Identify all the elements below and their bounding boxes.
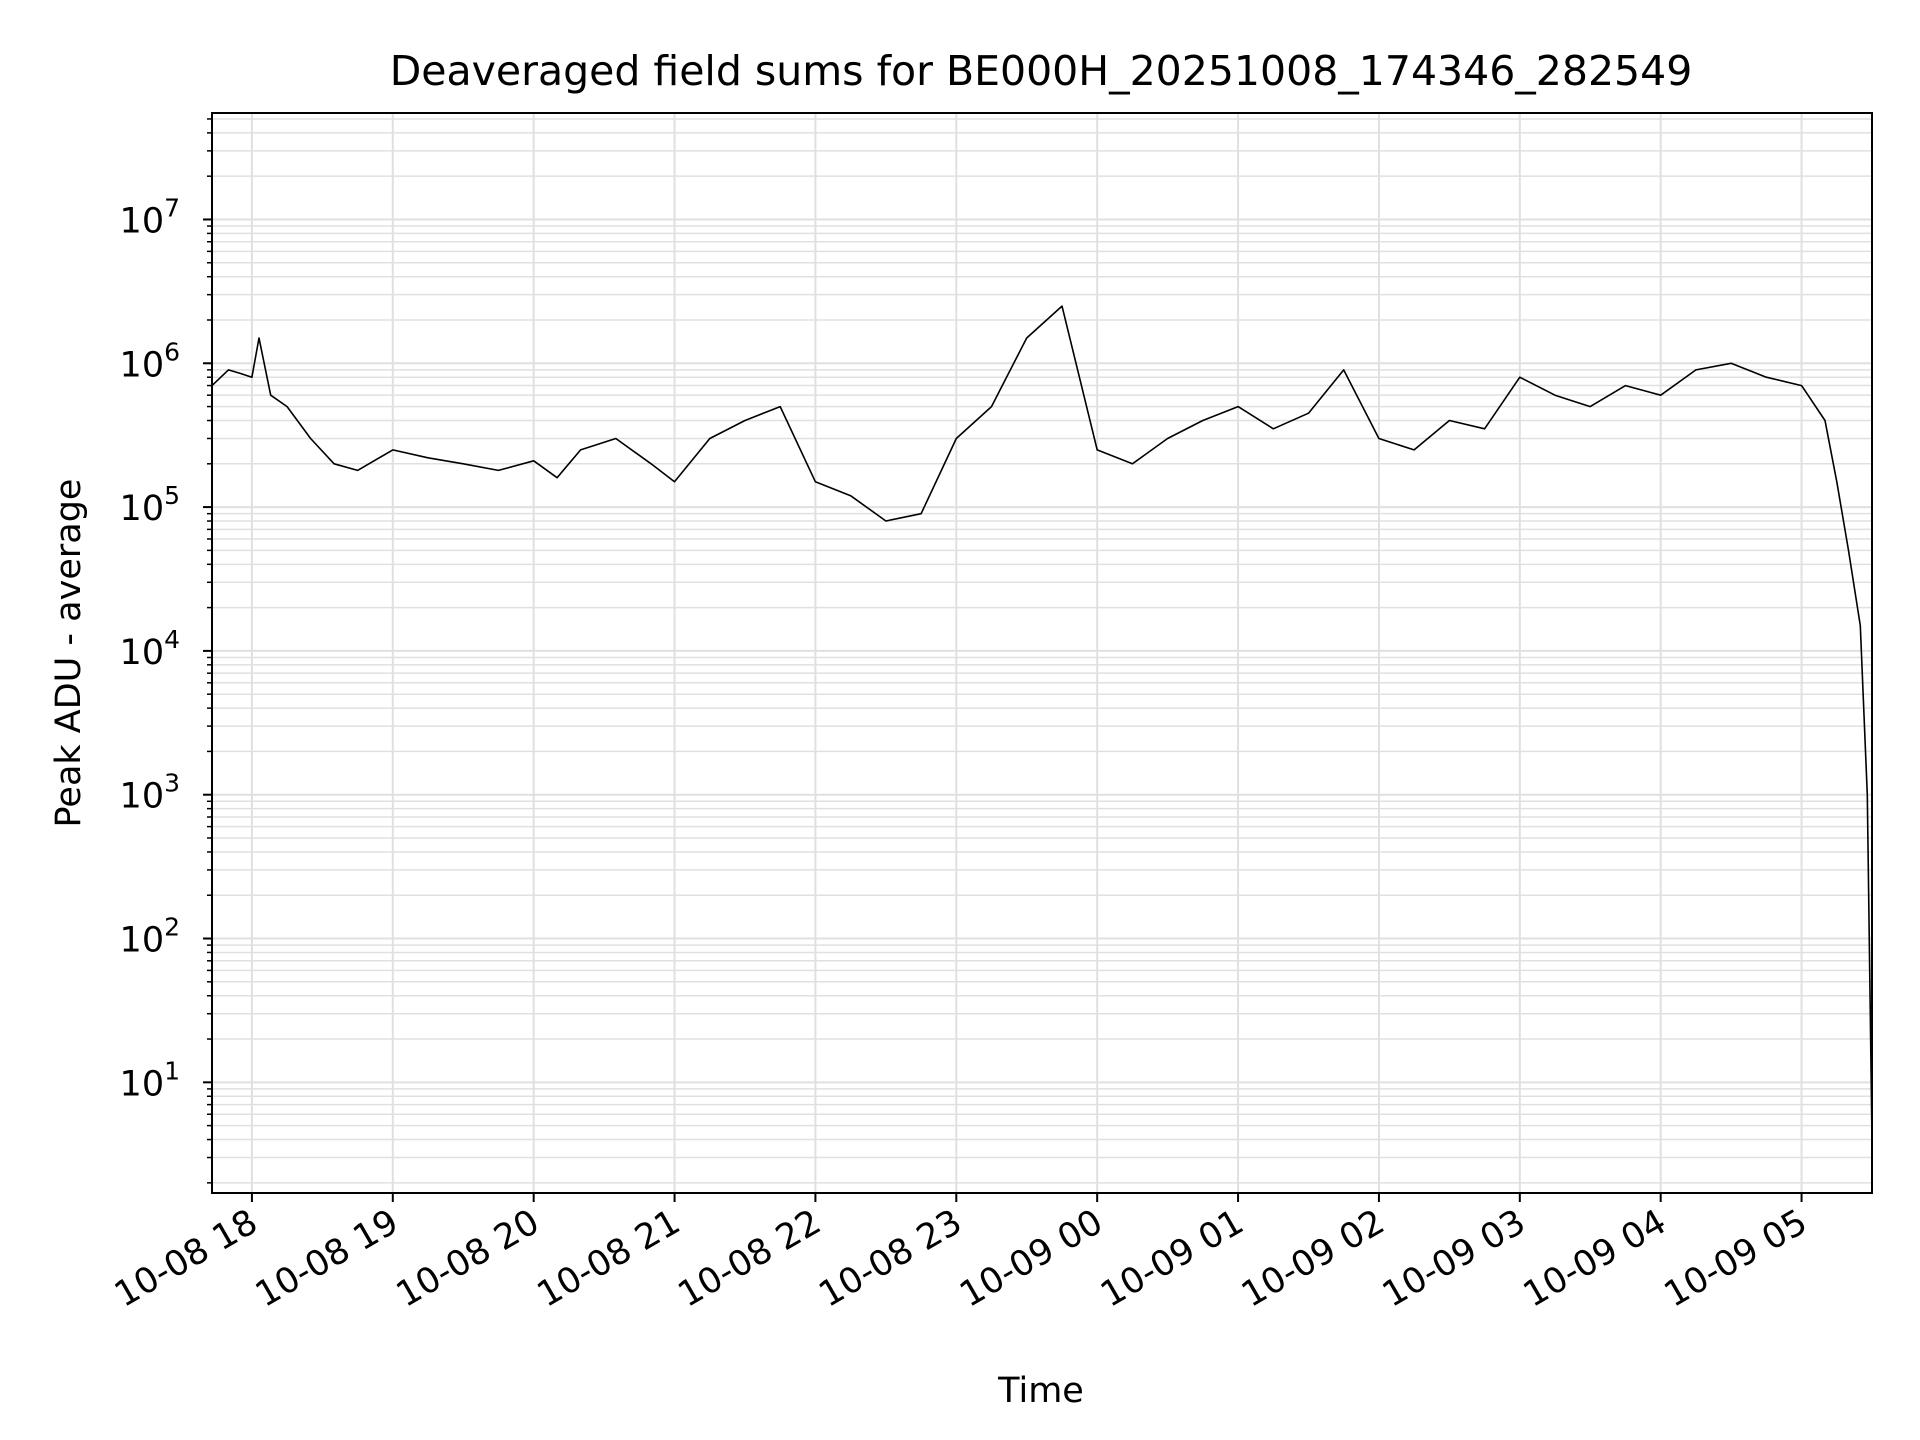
y-axis: 101 102 103 104 105 106 107 — [120, 118, 212, 1184]
y-tick-label: 103 — [120, 769, 180, 817]
minor-grid — [212, 118, 1872, 1184]
y-tick-label: 102 — [120, 913, 180, 961]
major-grid — [212, 113, 1872, 1193]
y-tick-label: 101 — [120, 1056, 180, 1104]
series-line — [211, 305, 1873, 1140]
plot-series — [211, 305, 1873, 1140]
y-tick-label: 106 — [120, 337, 180, 385]
y-tick-label: 107 — [120, 193, 180, 241]
plot-frame — [211, 112, 1873, 1194]
y-tick-label: 105 — [120, 481, 180, 529]
x-axis-label: Time — [997, 1371, 1084, 1411]
y-axis-label: Peak ADU - average — [49, 479, 89, 828]
chart-title: Deaveraged field sums for BE000H_2025100… — [390, 47, 1693, 95]
y-tick-label: 104 — [120, 625, 180, 673]
